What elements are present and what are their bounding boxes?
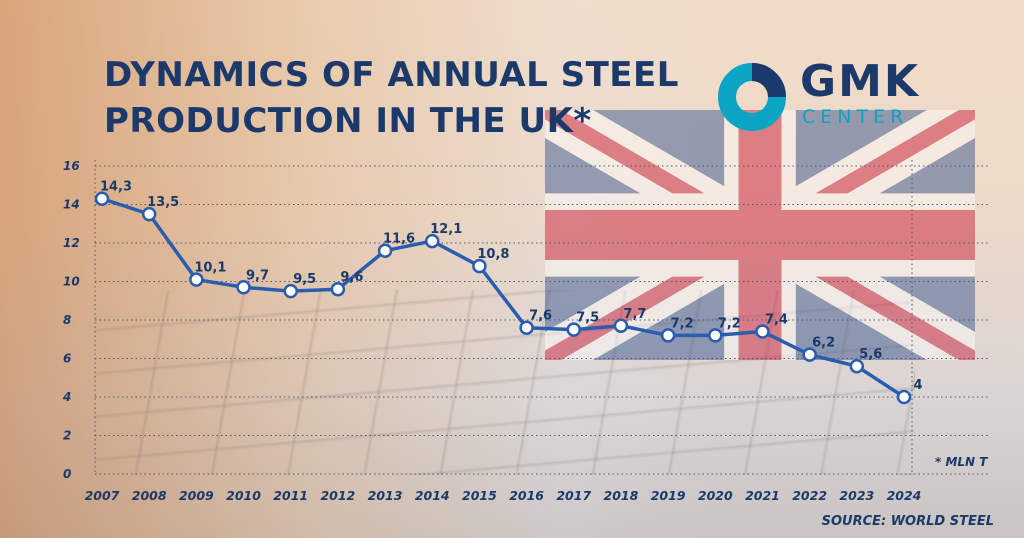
x-tick-label: 2021	[745, 488, 780, 503]
x-tick-label: 2017	[556, 488, 591, 503]
series-line	[101, 197, 905, 399]
data-label: 11,6	[383, 232, 415, 247]
data-point	[189, 272, 204, 287]
x-tick-label: 2007	[85, 488, 120, 503]
data-label: 9,5	[293, 272, 316, 287]
data-point	[613, 318, 629, 334]
data-label: 7,4	[765, 313, 788, 328]
data-label: 7,2	[718, 316, 741, 331]
data-label: 7,5	[576, 311, 599, 326]
steel-slabs-texture	[95, 290, 915, 475]
data-point	[141, 206, 157, 222]
data-label: 12,1	[430, 222, 462, 237]
y-tick-label: 0	[63, 467, 71, 481]
x-axis-ticks: 2007 2008 2009 2010 2011 2012 2013 2014 2015 2016…	[85, 488, 922, 503]
data-point	[519, 320, 534, 335]
x-tick-label: 2020	[698, 488, 733, 503]
logo-text-center: CENTER	[802, 106, 909, 128]
x-tick-label: 2024	[887, 488, 922, 503]
data-point	[236, 280, 251, 295]
data-label: 7,7	[623, 307, 646, 322]
x-tick-label: 2023	[839, 488, 874, 503]
data-point	[330, 281, 346, 297]
y-tick-label: 2	[63, 429, 71, 443]
data-point	[566, 322, 582, 337]
x-tick-label: 2015	[462, 488, 497, 503]
logo-ring-icon	[718, 63, 786, 131]
x-tick-label: 2018	[604, 488, 639, 503]
data-label: 7,6	[529, 309, 552, 324]
data-label: 10,1	[194, 261, 226, 276]
data-point	[94, 191, 110, 206]
unit-note: * MLN T	[935, 455, 988, 469]
source-note: SOURCE: WORLD STEEL	[821, 514, 994, 529]
x-tick-label: 2011	[273, 488, 308, 503]
y-tick-label: 14	[63, 198, 80, 212]
data-point	[472, 258, 487, 274]
x-tick-label: 2012	[320, 488, 355, 503]
uk-flag-image	[545, 110, 975, 360]
data-point	[424, 233, 440, 249]
y-tick-label: 16	[63, 159, 80, 173]
data-point	[802, 347, 817, 362]
data-point	[283, 283, 298, 299]
data-label: 9,7	[246, 268, 269, 283]
data-point	[377, 243, 393, 258]
data-label: 9,6	[340, 270, 363, 285]
data-point	[755, 324, 770, 339]
data-point	[849, 358, 865, 374]
y-tick-label: 10	[63, 275, 80, 289]
x-tick-label: 2010	[226, 488, 261, 503]
data-label: 14,3	[100, 180, 132, 195]
y-tick-label: 4	[62, 390, 71, 404]
logo-text-gmk: GMK	[800, 56, 920, 107]
x-tick-label: 2016	[509, 488, 544, 503]
data-label: 7,2	[671, 316, 694, 331]
data-label: 13,5	[147, 195, 179, 210]
data-label: 10,8	[477, 247, 509, 262]
x-tick-label: 2008	[132, 488, 167, 503]
x-tick-label: 2022	[792, 488, 827, 503]
data-label: 6,2	[812, 336, 835, 351]
data-point	[896, 389, 912, 405]
y-tick-label: 12	[63, 236, 80, 250]
x-tick-label: 2009	[179, 488, 214, 503]
data-points	[94, 191, 912, 405]
x-tick-label: 2013	[368, 488, 403, 503]
y-axis-ticks: 0 2 4 6 8 10 12 14 16	[62, 159, 80, 481]
data-point	[660, 328, 676, 343]
x-tick-label: 2014	[415, 488, 450, 503]
x-tick-label: 2019	[651, 488, 686, 503]
data-labels: 14,3 13,5 10,1 9,7 9,5 9,6 11,6 12,1 10,8 7,6 7,5 7…	[100, 180, 923, 393]
gmk-center-logo: GMK CENTER	[715, 56, 945, 135]
y-tick-label: 8	[63, 313, 71, 327]
y-tick-label: 6	[63, 352, 71, 366]
data-label: 4	[913, 378, 922, 393]
data-label: 5,6	[859, 347, 882, 362]
chart-title: DYNAMICS OF ANNUAL STEEL PRODUCTION IN T…	[104, 55, 679, 141]
data-point	[708, 328, 723, 343]
